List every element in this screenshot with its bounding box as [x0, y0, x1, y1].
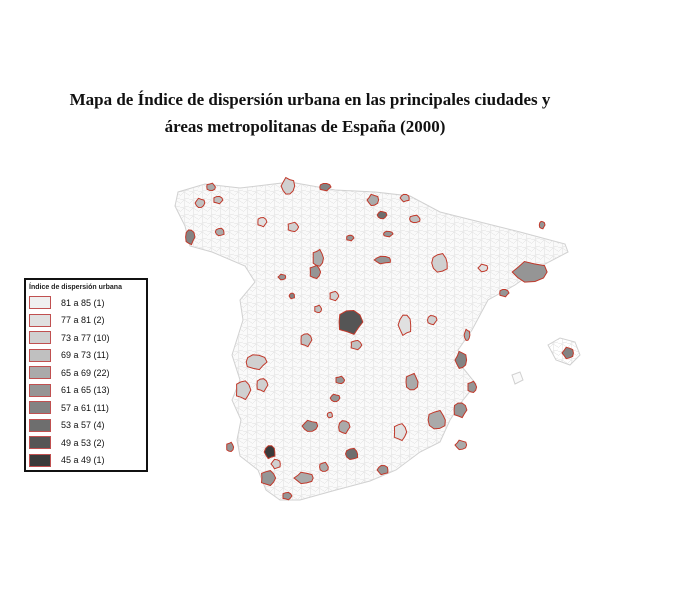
legend-swatch [29, 366, 51, 380]
metropolitan-area [454, 439, 468, 451]
metropolitan-area [427, 409, 446, 430]
metropolitan-area [287, 221, 300, 233]
metropolitan-area [282, 491, 293, 501]
metropolitan-area [338, 309, 364, 336]
metropolitan-area [538, 220, 546, 230]
metropolitan-area [301, 419, 319, 432]
legend-label: 69 a 73 (11) [61, 350, 109, 361]
metropolitan-area [373, 255, 391, 265]
legend-label: 49 a 53 (2) [61, 437, 105, 448]
legend-swatch [29, 436, 51, 450]
metropolitan-area [312, 248, 325, 267]
metropolitan-area [270, 458, 281, 470]
legend-label: 45 a 49 (1) [61, 455, 105, 466]
metropolitan-area [426, 314, 438, 326]
metropolitan-area [338, 420, 351, 435]
metropolitan-area [206, 182, 216, 192]
metropolitan-area [453, 402, 468, 419]
metropolitan-area [300, 333, 313, 348]
metropolitan-area [245, 354, 268, 371]
legend-item: 65 a 69 (22) [29, 364, 143, 382]
metropolitan-area [329, 290, 340, 302]
metropolitan-area [376, 464, 389, 476]
legend-label: 61 a 65 (13) [61, 385, 110, 396]
legend-label: 53 a 57 (4) [61, 420, 105, 431]
legend-item: 49 a 53 (2) [29, 434, 143, 452]
legend-swatch [29, 348, 51, 362]
metropolitan-area [431, 253, 448, 273]
legend-label: 65 a 69 (22) [61, 367, 110, 378]
map-legend: Índice de dispersión urbana 81 a 85 (1) 7… [24, 278, 148, 472]
metropolitan-area [399, 193, 410, 203]
metropolitan-area [257, 216, 268, 228]
metropolitan-area [397, 314, 412, 337]
legend-swatch [29, 296, 51, 310]
legend-label: 77 a 81 (2) [61, 315, 105, 326]
legend-item: 57 a 61 (11) [29, 399, 143, 417]
metropolitan-area [226, 441, 235, 453]
metropolitan-area [344, 447, 359, 461]
metropolitan-area [319, 461, 329, 472]
legend-item: 77 a 81 (2) [29, 312, 143, 330]
metropolitan-area [277, 273, 287, 281]
legend-swatch [29, 401, 51, 415]
metropolitan-area [376, 210, 388, 220]
metropolitan-area [329, 393, 341, 403]
legend-label: 73 a 77 (10) [61, 332, 110, 343]
legend-item: 61 a 65 (13) [29, 382, 143, 400]
metropolitan-area [263, 445, 276, 460]
metropolitan-area [366, 193, 380, 207]
metropolitan-area [463, 328, 471, 341]
metropolitan-area [314, 304, 323, 314]
metropolitan-area [499, 289, 510, 298]
legend-item: 81 a 85 (1) [29, 294, 143, 312]
metropolitan-area [194, 197, 206, 209]
legend-swatch [29, 313, 51, 327]
metropolitan-area [288, 292, 295, 300]
legend-swatch [29, 453, 51, 467]
legend-item: 69 a 73 (11) [29, 347, 143, 365]
metropolitan-area [214, 227, 225, 237]
metropolitan-area [467, 380, 478, 394]
metropolitan-area [293, 471, 314, 485]
legend-item: 53 a 57 (4) [29, 417, 143, 435]
metropolitan-area [280, 176, 296, 195]
metropolitan-area [213, 195, 224, 205]
metropolitan-area [256, 378, 269, 393]
legend-swatch [29, 383, 51, 397]
legend-item: 73 a 77 (10) [29, 329, 143, 347]
metropolitan-area [477, 263, 489, 273]
metropolitan-area [319, 183, 332, 192]
metropolitan-area [405, 372, 419, 391]
metropolitan-area [326, 411, 333, 419]
metropolitan-area [511, 260, 548, 283]
legend-item: 45 a 49 (1) [29, 452, 143, 470]
legend-label: 57 a 61 (11) [61, 402, 109, 413]
metropolitan-area [382, 230, 394, 238]
metropolitan-area [561, 346, 574, 360]
metropolitan-area [409, 214, 421, 224]
legend-swatch [29, 418, 51, 432]
legend-title: Índice de dispersión urbana [29, 284, 122, 291]
metropolitan-area [454, 350, 468, 369]
metropolitan-area [350, 339, 363, 351]
metropolitan-area [235, 380, 252, 401]
legend-label: 81 a 85 (1) [61, 297, 105, 308]
map-title-line2: áreas metropolitanas de España (2000) [164, 117, 446, 136]
metropolitan-area [393, 423, 408, 442]
metropolitan-area [346, 234, 355, 242]
ibiza [511, 371, 524, 385]
metropolitan-area [260, 470, 277, 487]
map-title-line1: Mapa de Índice de dispersión urbana en l… [69, 90, 551, 109]
metropolitan-area [335, 375, 346, 385]
legend-swatch [29, 331, 51, 345]
metropolitan-area [309, 264, 322, 280]
metropolitan-area [185, 229, 196, 246]
peninsula-municipalities [175, 182, 568, 500]
